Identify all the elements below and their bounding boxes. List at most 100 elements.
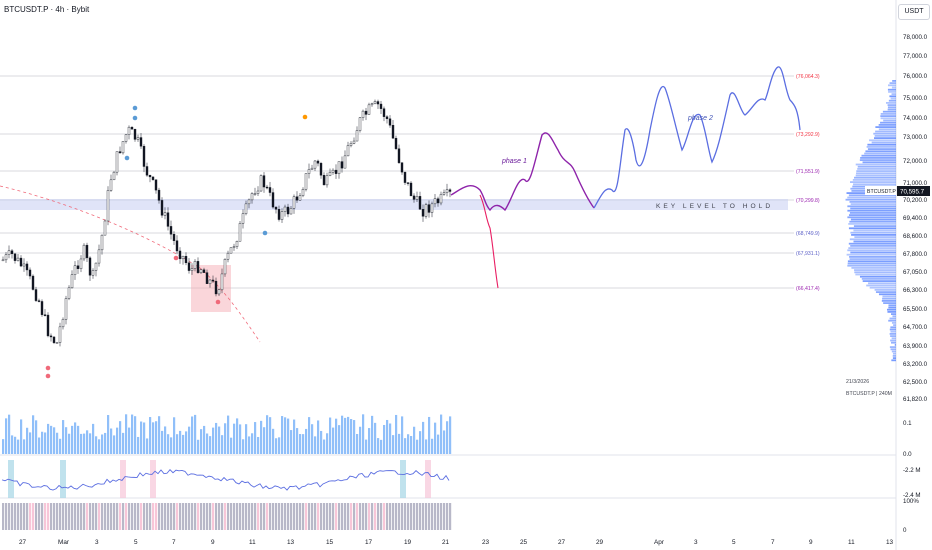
candle-body: [319, 162, 323, 176]
candle-body: [31, 275, 35, 290]
volume-bar: [200, 429, 203, 454]
candle-body: [382, 108, 386, 117]
indicator-bar: [230, 503, 233, 530]
indicator-bar: [437, 503, 440, 530]
time-axis-label: 25: [520, 539, 528, 546]
profile-bar: [874, 137, 896, 139]
profile-bar: [854, 271, 896, 274]
volume-bar: [425, 439, 428, 454]
indicator-bar: [344, 503, 347, 530]
candle-body: [289, 208, 293, 215]
profile-bar: [847, 209, 896, 212]
volume-bar: [410, 436, 413, 454]
profile-bar: [859, 275, 896, 278]
candle-body: [196, 261, 200, 274]
profile-bar: [850, 251, 896, 254]
candle-body: [391, 125, 395, 139]
indicator-bar: [20, 503, 23, 530]
indicator-bar: [191, 503, 194, 530]
signal-marker: [173, 255, 179, 261]
indicator-bar: [62, 503, 65, 530]
candle-body: [28, 269, 32, 277]
volume-bar: [242, 439, 245, 454]
candle-body: [313, 160, 317, 169]
volume-bar: [155, 421, 158, 454]
volume-bar: [101, 434, 104, 454]
indicator-bar: [422, 503, 425, 530]
symbol-title[interactable]: BTCUSDT.P · 4h · Bybit: [4, 5, 90, 14]
price-axis-label: 67,050.0: [903, 269, 928, 276]
indicator-band: [8, 460, 14, 498]
volume-bar: [302, 434, 305, 454]
indicator-bar: [206, 503, 209, 530]
current-symbol-tag: [865, 186, 896, 195]
volume-bar: [59, 438, 62, 454]
dashed-trendline[interactable]: [0, 185, 261, 343]
volume-bar: [311, 424, 314, 454]
time-axis-label: 23: [482, 539, 490, 546]
indicator-bar: [431, 503, 434, 530]
indicator-bar: [209, 503, 212, 530]
candle-body: [385, 116, 389, 120]
indicator-bar: [107, 503, 110, 530]
candle-body: [85, 244, 89, 259]
price-axis[interactable]: 78,000.0 77,000.0 76,000.0 75,000.0 74,000.0…: [903, 34, 928, 403]
key-level-zone[interactable]: [0, 199, 788, 210]
indicator-bar: [74, 503, 77, 530]
volume-bar: [98, 439, 101, 454]
indicator-bar: [53, 503, 56, 530]
profile-bar: [893, 324, 896, 326]
price-axis-label: 67,800.0: [903, 251, 928, 258]
profile-bar: [859, 159, 896, 161]
signal-marker: [262, 230, 268, 236]
indicator-bar: [281, 503, 284, 530]
volume-bar: [383, 424, 386, 454]
indicator-bar: [254, 503, 257, 530]
candle-body: [256, 190, 260, 194]
indicator-bar: [290, 503, 293, 530]
indicator-bar: [17, 503, 20, 530]
indicator-bar: [29, 503, 32, 530]
currency-button[interactable]: USDT: [898, 4, 930, 20]
price-axis-label: 63,200.0: [903, 361, 928, 368]
profile-bar: [861, 154, 896, 157]
indicator-bar: [227, 503, 230, 530]
profile-bar: [846, 253, 896, 256]
candle-body: [43, 314, 47, 316]
profile-bar: [849, 212, 896, 214]
volume-bar: [110, 428, 113, 454]
volume-bar: [77, 425, 80, 454]
time-axis-label: 11: [848, 539, 855, 546]
profile-bar: [854, 269, 896, 271]
phase1-path[interactable]: [450, 132, 595, 212]
candle-body: [211, 279, 215, 282]
profile-bar: [866, 284, 896, 287]
candle-body: [388, 118, 392, 126]
candle-body: [40, 301, 44, 315]
candle-body: [127, 126, 131, 135]
indicator-bar: [314, 503, 317, 530]
indicator-pane: [1, 460, 452, 530]
volume-bar: [437, 434, 440, 454]
indicator-bar: [374, 503, 377, 530]
volume-bar: [326, 433, 329, 454]
candle-body: [433, 198, 437, 205]
indicator-bar: [293, 503, 296, 530]
phase2-path[interactable]: [593, 66, 801, 209]
candle-body: [442, 192, 446, 195]
time-axis[interactable]: 27 Mar 3 5 7 9 11 13 15 17 19 21 23 25 27 29 Apr 3 5 7 9 11 13: [19, 539, 894, 546]
profile-bar: [888, 91, 896, 93]
candle-body: [361, 110, 365, 118]
candle-body: [448, 189, 452, 192]
profile-bar: [868, 282, 896, 285]
candle-body: [1, 259, 5, 262]
volume-bar: [116, 427, 119, 454]
candle-body: [37, 300, 41, 302]
candle-body: [73, 265, 77, 275]
volume-bar: [413, 426, 416, 454]
volume-bar: [395, 414, 398, 454]
profile-bar: [850, 203, 896, 205]
indicator-bar: [173, 503, 176, 530]
drop-path[interactable]: [479, 194, 499, 289]
